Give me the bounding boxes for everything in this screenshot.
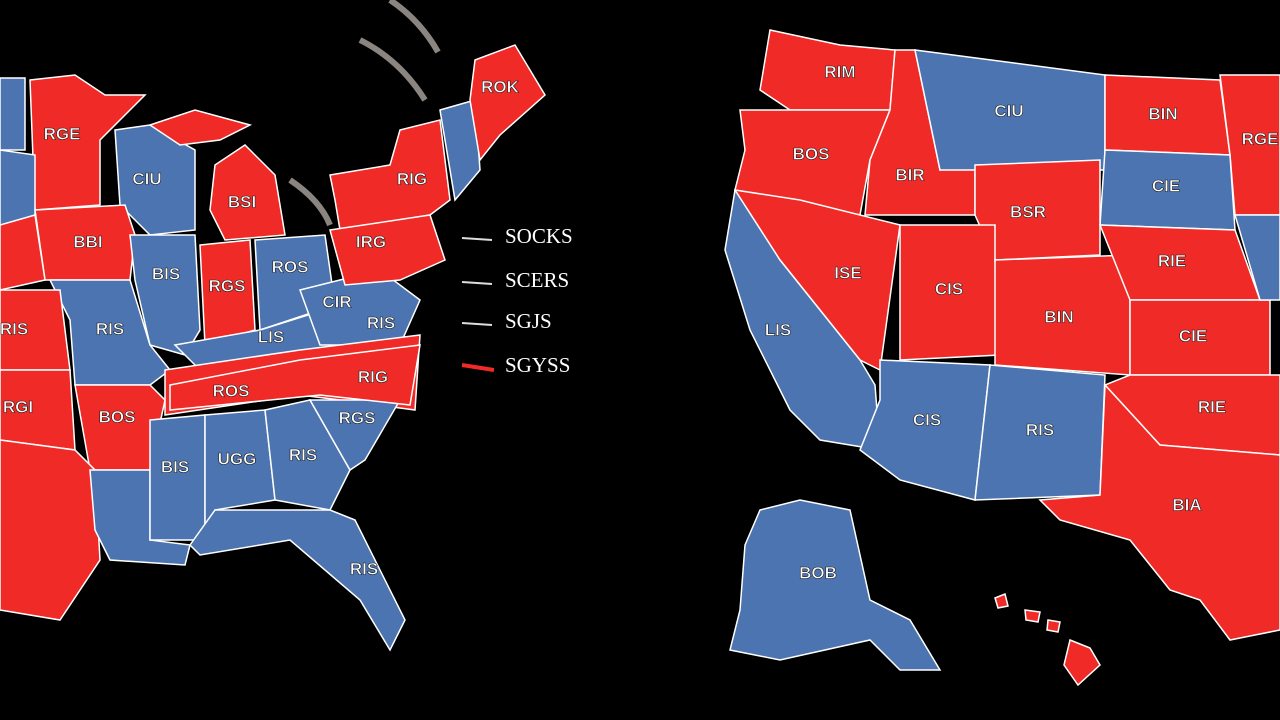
state-label: BOS xyxy=(793,144,830,163)
state-label: ROS xyxy=(213,381,250,400)
left-map: ROK RGE CIU RIG BSI BBI IRG BIS RGS ROS … xyxy=(0,44,546,652)
state-label: CIE xyxy=(1152,176,1180,195)
state-label: BSI xyxy=(228,192,256,211)
legend-swatch xyxy=(461,237,493,241)
state xyxy=(1024,609,1041,623)
right-map: RIM CIU BIN RGE BOS BIR CIE BSR RIE ISE … xyxy=(724,29,1280,687)
state-label: RIS xyxy=(1026,420,1054,439)
state xyxy=(329,119,451,231)
state-label: ISE xyxy=(834,263,861,282)
state xyxy=(264,399,351,511)
state-label: RGS xyxy=(209,276,246,295)
state-label: RIS xyxy=(289,445,317,464)
state xyxy=(724,187,881,451)
state xyxy=(329,214,446,286)
state xyxy=(48,279,172,386)
state-label: RIG xyxy=(397,169,427,188)
legend-label: SCERS xyxy=(505,268,569,292)
state-label: CIU xyxy=(994,101,1023,120)
legend-label: SGYSS xyxy=(505,353,570,377)
state-label: BOS xyxy=(99,407,136,426)
legend-swatch xyxy=(461,281,493,285)
state-label: CIS xyxy=(913,410,941,429)
state-label: LIS xyxy=(765,320,791,339)
state-label: BIN xyxy=(1044,307,1073,326)
state-label: BIS xyxy=(152,264,180,283)
state-label: CIS xyxy=(935,279,963,298)
state-label: BIN xyxy=(1148,104,1177,123)
decoration xyxy=(288,0,441,227)
state-label: RIS xyxy=(96,319,124,338)
state-label: BBI xyxy=(73,232,102,251)
state xyxy=(0,77,26,151)
legend-label: SOCKS xyxy=(505,224,573,248)
state xyxy=(439,99,481,202)
state xyxy=(0,214,46,291)
state xyxy=(1038,383,1280,641)
state-label: ROS xyxy=(272,257,309,276)
state-label: RGS xyxy=(339,408,376,427)
state-label: BOB xyxy=(799,563,837,582)
state-label: RIS xyxy=(350,559,378,578)
state-label: RIS xyxy=(367,313,395,332)
state xyxy=(729,499,942,671)
legend-swatch xyxy=(461,363,495,372)
state xyxy=(189,509,406,652)
state xyxy=(204,409,276,541)
state xyxy=(469,44,546,162)
state-label: CIU xyxy=(132,169,161,188)
state-label: RGE xyxy=(1242,129,1279,148)
state-label: BIS xyxy=(161,457,189,476)
state xyxy=(994,592,1009,609)
state-label: RIE xyxy=(1158,251,1186,270)
state-label: RIM xyxy=(824,62,855,81)
state-label: IRG xyxy=(356,232,386,251)
state-label: ROK xyxy=(481,77,520,96)
state xyxy=(149,414,206,541)
state xyxy=(209,144,286,241)
state xyxy=(199,239,256,346)
legend-swatch xyxy=(461,322,493,326)
state-label: RIE xyxy=(1198,397,1226,416)
state-label: RGI xyxy=(3,397,33,416)
state-label: UGG xyxy=(218,449,257,468)
state-label: CIR xyxy=(322,292,351,311)
state-label: RGE xyxy=(44,124,81,143)
state xyxy=(169,344,421,411)
state xyxy=(1046,619,1061,633)
state xyxy=(0,439,101,621)
state-label: BIA xyxy=(1172,495,1201,514)
state xyxy=(1063,638,1101,687)
state-label: CIE xyxy=(1179,326,1207,345)
state-label: BSR xyxy=(1010,202,1046,221)
state xyxy=(1233,214,1280,301)
state xyxy=(148,109,253,146)
state-label: RIS xyxy=(0,319,28,338)
legend-label: SGJS xyxy=(505,309,552,333)
legend: SOCKS SCERS SGJS SGYSS xyxy=(461,224,573,377)
state-label: RIG xyxy=(358,367,388,386)
state-label: LIS xyxy=(258,327,284,346)
state-label: BIR xyxy=(895,165,924,184)
